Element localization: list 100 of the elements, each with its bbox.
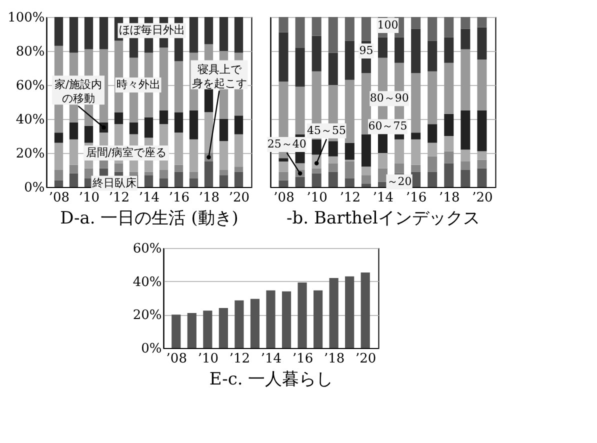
bar (129, 122, 138, 134)
bar (444, 37, 454, 63)
bar (174, 164, 184, 172)
x-tick-label: ’10 (78, 190, 100, 206)
bar (174, 172, 184, 187)
bar (144, 175, 154, 187)
bar (477, 17, 487, 28)
bar (159, 48, 168, 110)
y-tick-label: 40% (16, 112, 45, 128)
x-tick-label: ’18 (439, 190, 460, 206)
x-tick-label: ’20 (356, 352, 376, 366)
bar (460, 17, 470, 29)
series-label: 時々外出 (116, 78, 160, 91)
bar (189, 110, 198, 140)
bar (428, 17, 438, 41)
bar (312, 139, 322, 155)
bar (69, 122, 78, 140)
bar (234, 300, 244, 348)
bar (344, 162, 354, 178)
bar (174, 132, 184, 165)
bar (444, 17, 454, 38)
x-axis-title: E-c. 一人暮らし (209, 370, 334, 390)
bar (219, 141, 228, 170)
bar (159, 170, 168, 178)
bar (203, 310, 212, 348)
bar (477, 168, 487, 187)
bar (54, 170, 64, 180)
series-label: 95 (359, 44, 374, 57)
y-tick-label: 100% (8, 10, 45, 26)
x-tick-label: ’16 (292, 352, 314, 366)
bar (234, 172, 244, 187)
bar (460, 150, 470, 162)
bar (428, 40, 438, 72)
bar (361, 134, 371, 167)
bar (328, 17, 338, 53)
bar (204, 17, 214, 44)
bar (428, 172, 438, 187)
y-tick-label: 20% (16, 146, 45, 162)
text: 寝具上で身を起こす (192, 62, 247, 90)
series-label: 居間/病室で座る (86, 146, 167, 159)
bar (477, 160, 487, 168)
bar (360, 272, 370, 348)
bar (444, 114, 454, 136)
x-tick-label: ’18 (198, 190, 220, 206)
bar (328, 172, 338, 187)
bar (460, 170, 470, 187)
bar (54, 142, 64, 170)
bar (411, 132, 421, 140)
bar (54, 132, 64, 143)
bar (428, 71, 438, 124)
bar (266, 290, 276, 348)
bar (219, 170, 228, 176)
bar (234, 17, 244, 53)
bar (69, 17, 78, 53)
bar (278, 172, 288, 180)
bar (204, 88, 214, 112)
bar (361, 17, 371, 41)
bar (428, 156, 438, 172)
bar (444, 163, 454, 187)
x-tick-label: ’12 (229, 352, 250, 366)
x-tick-label: ’08 (48, 190, 70, 206)
bar (234, 166, 244, 172)
x-axis-title: -b. Barthelインデックス (286, 208, 480, 228)
bar (477, 110, 487, 152)
x-tick-label: ’18 (324, 352, 345, 366)
x-tick-label: ’14 (372, 190, 394, 206)
bar (204, 162, 214, 187)
y-tick-label: 0% (141, 342, 162, 356)
bar (344, 40, 354, 80)
bar (428, 124, 438, 143)
x-tick-label: ’16 (168, 190, 190, 206)
bar (361, 184, 371, 187)
bar (234, 134, 244, 167)
bar (394, 139, 404, 164)
bar (378, 153, 388, 168)
bar (460, 110, 470, 150)
bar (295, 17, 305, 48)
bar (477, 27, 487, 60)
bar (314, 290, 323, 348)
bar (328, 52, 338, 85)
bar (411, 28, 421, 74)
x-tick-label: ’20 (472, 190, 493, 206)
bar (444, 151, 454, 164)
bar (144, 172, 154, 176)
x-tick-label: ’10 (198, 352, 219, 366)
bar (172, 314, 181, 348)
series-label: 45～55 (307, 124, 346, 137)
bar (312, 168, 322, 174)
series-label: 100 (377, 18, 398, 32)
bar (114, 112, 124, 124)
bar (312, 36, 322, 72)
bar (328, 156, 338, 164)
bar (444, 136, 454, 152)
x-tick-label: ’12 (340, 190, 361, 206)
series-label: 終日臥床 (91, 176, 136, 190)
bar (328, 163, 338, 172)
bar (218, 308, 228, 348)
bar (378, 168, 388, 182)
bar (460, 49, 470, 110)
bar (278, 17, 288, 32)
